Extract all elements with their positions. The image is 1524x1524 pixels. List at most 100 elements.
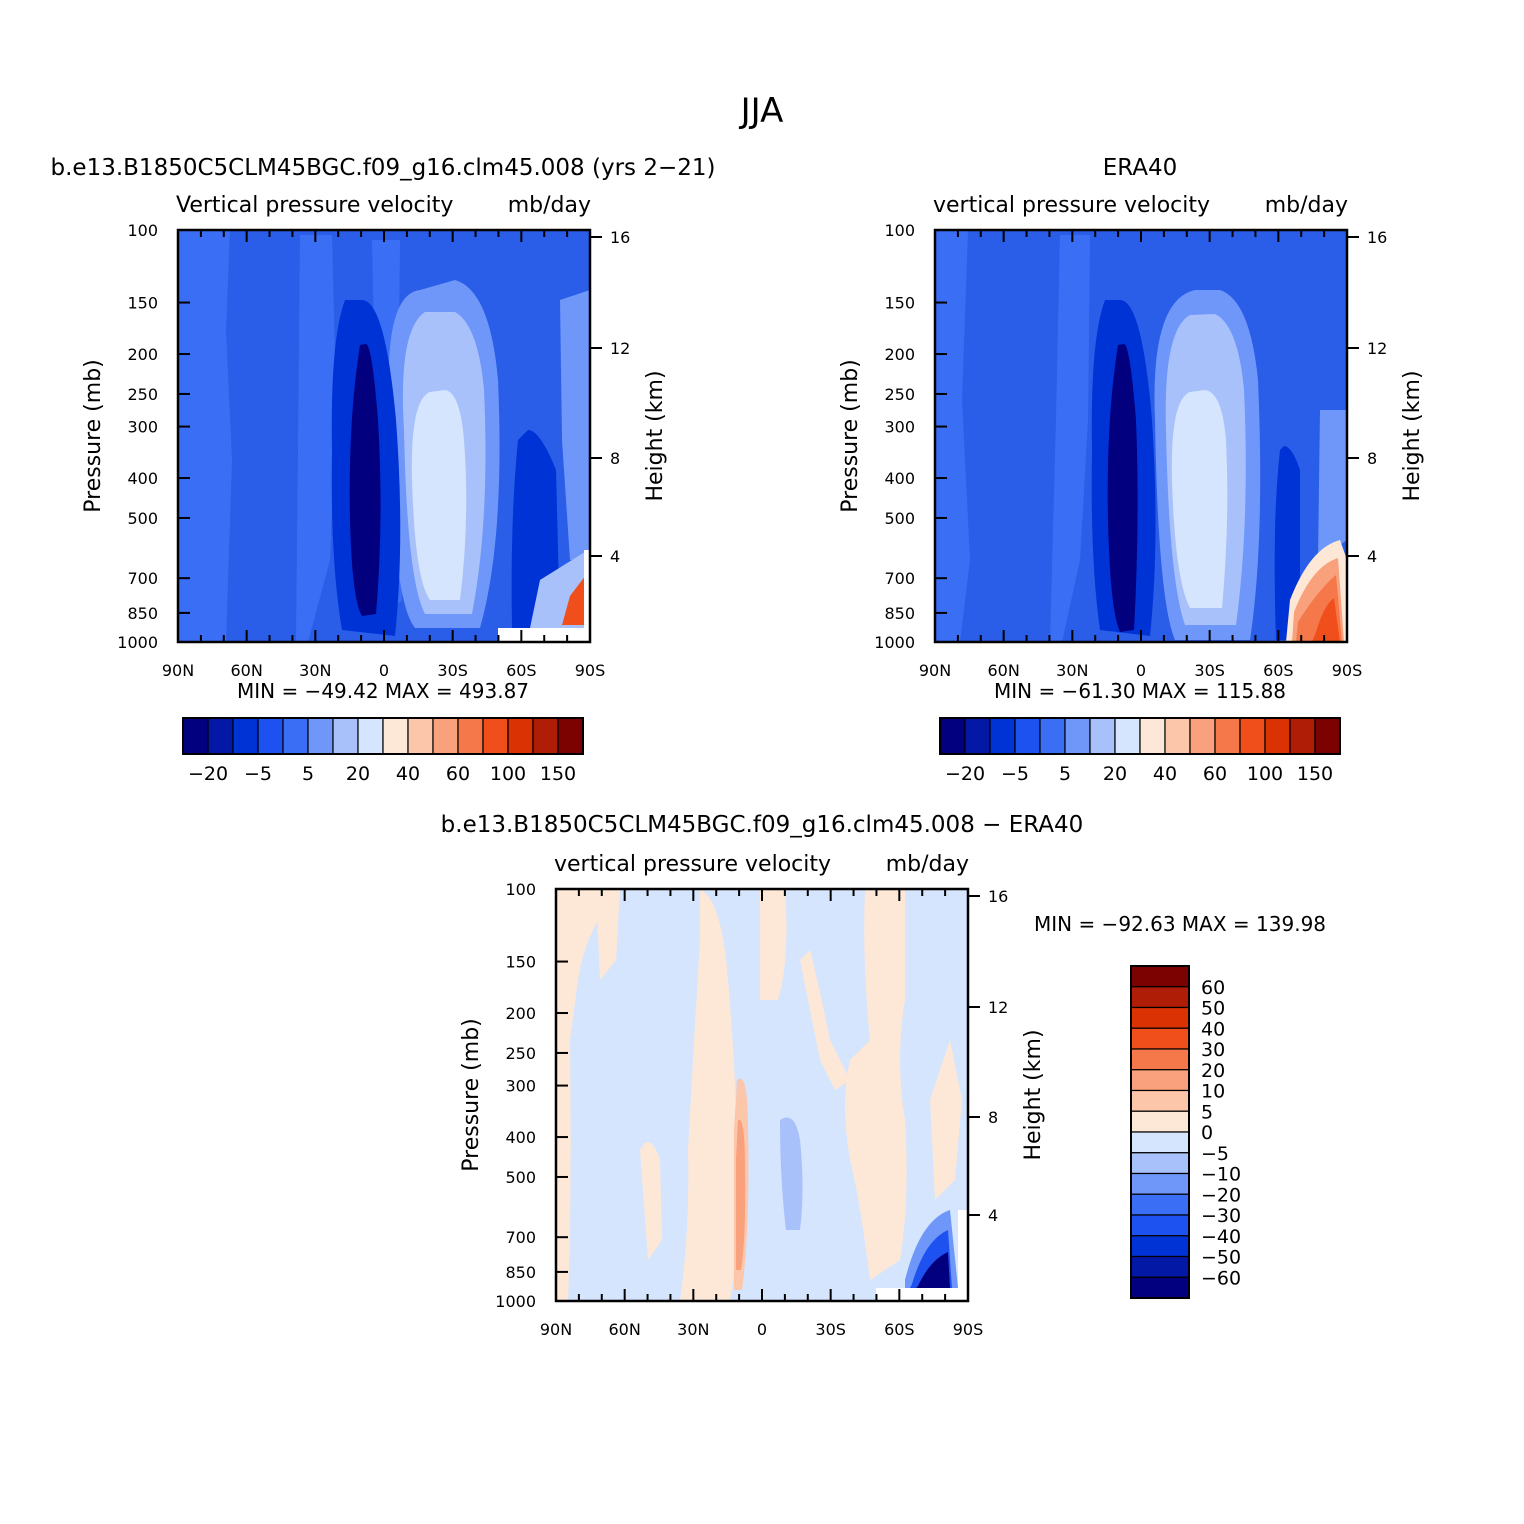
colorbar-label: 150: [540, 763, 576, 785]
panel-diff-units: mb/day: [886, 852, 969, 877]
colorbar-box: [207, 717, 234, 755]
y-right-tick-label: 12: [988, 998, 1008, 1017]
y-tick-label: 1000: [874, 633, 915, 652]
colorbar-label: 100: [490, 763, 526, 785]
y-tick-label: 300: [884, 418, 915, 437]
colorbar-label: −5: [1001, 763, 1029, 785]
contour-fill: [800, 950, 850, 1090]
colorbar-box: [507, 717, 534, 755]
colorbar-box: [1130, 1027, 1190, 1050]
panel-model-axes: 90N 60N 30N 0 30S 60S 90S 100 150 200 250 300 400 500…: [117, 221, 630, 680]
y-tick-label: 850: [884, 604, 915, 623]
contour-fill: [760, 889, 787, 1000]
x-tick-label: 30N: [677, 1320, 709, 1339]
panel-obs-ylabel: Pressure (mb): [838, 359, 863, 513]
colorbar-box: [257, 717, 284, 755]
colorbar-box: [1114, 717, 1141, 755]
y-tick-label: 150: [884, 294, 915, 313]
colorbar-box: [1014, 717, 1041, 755]
colorbar-box: [1189, 717, 1216, 755]
y-right-tick-label: 4: [988, 1206, 998, 1225]
colorbar-box: [939, 717, 966, 755]
contour-fill: [930, 1040, 962, 1200]
y-tick-label: 500: [884, 509, 915, 528]
colorbar-label: 30: [1201, 1039, 1225, 1061]
colorbar-box: [1130, 1069, 1190, 1092]
panel-obs: ERA40 vertical pressure velocity mb/day …: [838, 155, 1425, 785]
colorbar-box: [382, 717, 409, 755]
x-tick-label: 0: [379, 661, 389, 680]
y-tick-label: 250: [884, 385, 915, 404]
colorbar-box: [1130, 1006, 1190, 1029]
colorbar-label: −5: [244, 763, 272, 785]
y-tick-label: 400: [884, 469, 915, 488]
colorbar-box: [1130, 1276, 1190, 1299]
colorbar-box: [307, 717, 334, 755]
colorbar-label: 5: [302, 763, 314, 785]
x-tick-label: 0: [757, 1320, 767, 1339]
y-tick-label: 200: [127, 345, 158, 364]
x-tick-label: 30N: [1056, 661, 1088, 680]
colorbar-label: −20: [945, 763, 985, 785]
colorbar-box: [1130, 1255, 1190, 1278]
contour-fill: [640, 1142, 662, 1260]
y-tick-label: 250: [505, 1044, 536, 1063]
panel-obs-title: ERA40: [1103, 155, 1178, 181]
colorbar-box: [1130, 1172, 1190, 1195]
colorbar-box: [1130, 1235, 1190, 1258]
colorbar-box: [557, 717, 584, 755]
panel-model-units: mb/day: [508, 193, 591, 218]
colorbar-box: [989, 717, 1016, 755]
colorbar-box: [432, 717, 459, 755]
colorbar-box: [282, 717, 309, 755]
panel-diff-field: [556, 889, 968, 1301]
panel-obs-axes: 90N 60N 30N 0 30S 60S 90S 100 150 200 250 300 400 500…: [874, 221, 1387, 680]
colorbar-label: 60: [446, 763, 470, 785]
colorbar-label: 100: [1247, 763, 1283, 785]
panel-diff-ylabel-right: Height (km): [1021, 1029, 1046, 1160]
y-right-tick-label: 8: [610, 449, 620, 468]
x-tick-label: 60S: [1263, 661, 1294, 680]
y-tick-label: 100: [884, 221, 915, 240]
y-tick-label: 200: [505, 1004, 536, 1023]
y-tick-label: 850: [505, 1263, 536, 1282]
colorbar-box: [457, 717, 484, 755]
colorbar-label: 60: [1201, 977, 1225, 999]
colorbar-label: 0: [1201, 1122, 1213, 1144]
contour-fill: [349, 344, 381, 616]
y-right-tick-label: 12: [610, 339, 630, 358]
panel-model-stats: MIN = −49.42 MAX = 493.87: [237, 679, 529, 703]
x-tick-label: 60S: [506, 661, 537, 680]
x-tick-label: 90S: [575, 661, 606, 680]
panel-model-variable: Vertical pressure velocity: [176, 193, 453, 218]
contour-fill: [1050, 235, 1090, 642]
panel-model-field: [178, 230, 590, 642]
y-tick-label: 300: [505, 1077, 536, 1096]
contour-fill: [845, 889, 907, 1280]
colorbar-label: 40: [396, 763, 420, 785]
colorbar-box: [1289, 717, 1316, 755]
colorbar-box: [964, 717, 991, 755]
y-tick-label: 150: [505, 953, 536, 972]
y-tick-label: 1000: [495, 1292, 536, 1311]
colorbar-label: 10: [1201, 1081, 1225, 1103]
contour-fill: [736, 1119, 746, 1270]
y-tick-label: 300: [127, 418, 158, 437]
x-tick-label: 90N: [919, 661, 951, 680]
x-tick-label: 90N: [162, 661, 194, 680]
y-tick-label: 500: [505, 1168, 536, 1187]
contour-fill: [780, 1117, 803, 1230]
y-tick-label: 700: [884, 569, 915, 588]
colorbar-box: [1130, 1131, 1190, 1154]
y-right-tick-label: 16: [610, 228, 630, 247]
x-tick-label: 30S: [437, 661, 468, 680]
colorbar-frame: [1130, 965, 1190, 1299]
colorbar-box: [482, 717, 509, 755]
contour-fill: [935, 230, 970, 642]
colorbar-box: [407, 717, 434, 755]
panel-model-colorbar: −20 −5 5 20 40 60 100 150: [182, 717, 584, 785]
contour-fill: [680, 889, 739, 1301]
panel-diff-ylabel: Pressure (mb): [459, 1018, 484, 1172]
x-tick-label: 90N: [540, 1320, 572, 1339]
